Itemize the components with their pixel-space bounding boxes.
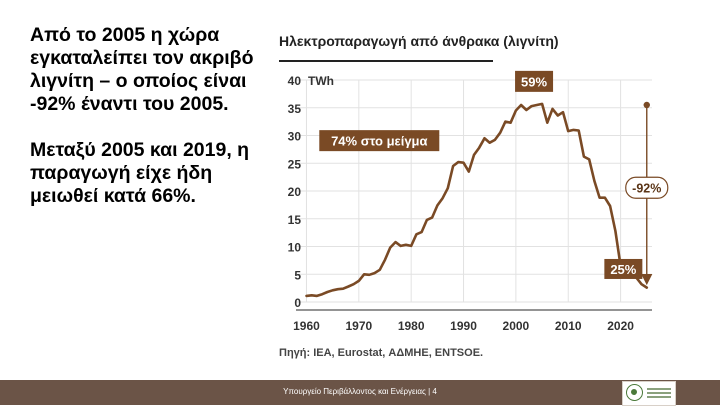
annotation-2019-share-label: 25% <box>610 262 636 277</box>
annotation-peak-share-box <box>515 70 554 92</box>
y-tick-label: 35 <box>288 102 302 116</box>
headline-paragraph-2: Μεταξύ 2005 και 2019, η παραγωγή είχε ήδ… <box>30 139 250 207</box>
y-tick-label: 40 <box>288 74 302 88</box>
ministry-wordmark <box>647 388 671 400</box>
chart-title: Ηλεκτροπαραγωγή από άνθρακα (λιγνίτη) <box>279 33 559 49</box>
y-tick-label: 0 <box>294 296 301 310</box>
annotation-mix-share-label: 74% στο μείγμα <box>331 134 427 149</box>
x-tick-label: 2010 <box>555 319 582 333</box>
x-tick-label: 1960 <box>293 319 320 333</box>
title-underline <box>279 60 493 62</box>
footer-bar: Υπουργείο Περιβάλλοντος και Ενέργειας | … <box>0 380 720 406</box>
ministry-logo <box>622 381 676 406</box>
annotation-2019-share-box <box>604 258 643 279</box>
lignite-chart: 0 5 10 15 20 25 30 35 40 TWh 1960 1970 1980 1990 2000 2… <box>288 70 669 333</box>
x-tick-label: 1990 <box>450 319 477 333</box>
y-tick-label: 5 <box>294 268 301 282</box>
y-tick-label: 10 <box>288 241 302 255</box>
y-tick-label: 15 <box>288 213 302 227</box>
y-unit-label: TWh <box>308 74 334 88</box>
y-tick-label: 30 <box>288 130 302 144</box>
x-tick-label: 2020 <box>607 319 634 333</box>
annotation-reduction-box <box>625 176 669 199</box>
x-tick-label: 2000 <box>503 319 530 333</box>
x-tick-label: 1980 <box>398 319 425 333</box>
footer-text: Υπουργείο Περιβάλλοντος και Ενέργειας | … <box>283 387 437 396</box>
y-tick-label: 20 <box>288 185 302 199</box>
annotation-mix-share-box <box>319 130 440 152</box>
source-note: Πηγή: IEA, Eurostat, ΑΔΜΗΕ, ENTSOE. <box>279 347 484 359</box>
y-tick-label: 25 <box>288 157 302 171</box>
annotation-peak-share-label: 59% <box>521 74 547 89</box>
annotation-reduction-label: -92% <box>632 182 661 196</box>
headline-paragraph-1: Από το 2005 η χώρα εγκαταλείπει τον ακρι… <box>30 24 254 115</box>
arrow-start-dot <box>643 101 650 109</box>
headline-text: Από το 2005 η χώρα εγκαταλείπει τον ακρι… <box>30 24 255 208</box>
x-tick-label: 1970 <box>345 319 372 333</box>
series-line <box>305 102 649 298</box>
ministry-seal-icon <box>626 384 643 401</box>
